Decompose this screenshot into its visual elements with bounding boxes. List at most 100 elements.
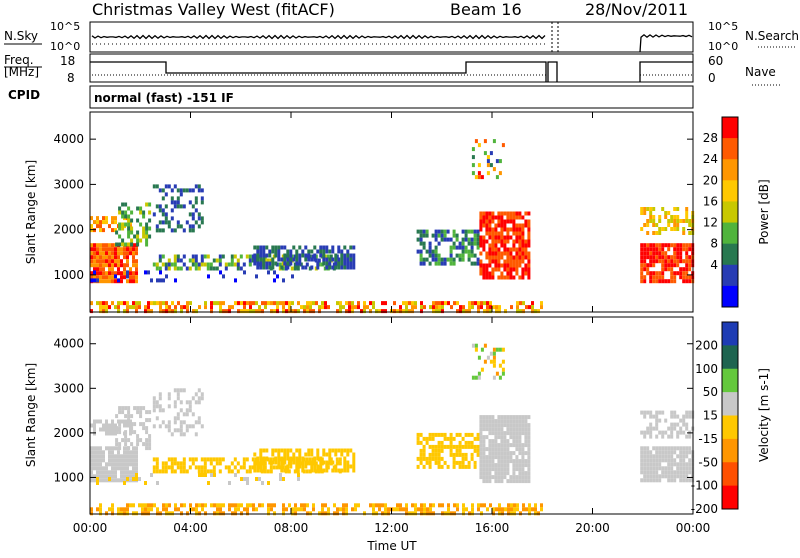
power-cell xyxy=(343,253,347,258)
velocity-cell xyxy=(434,432,438,437)
power-cell xyxy=(236,262,240,267)
power-cell xyxy=(276,301,279,306)
velocity-cell xyxy=(173,420,177,425)
velocity-cell xyxy=(136,434,140,439)
power-cell xyxy=(173,204,177,209)
power-cell xyxy=(431,253,435,258)
power-cell xyxy=(483,309,486,314)
velocity-cell xyxy=(503,475,507,480)
velocity-cell xyxy=(304,464,308,469)
velocity-cell xyxy=(485,419,489,424)
power-cell xyxy=(449,249,453,254)
power-cell xyxy=(322,257,326,262)
power-cell xyxy=(399,309,402,314)
power-ylabel: Slant Range [km] xyxy=(24,160,38,264)
velocity-cell xyxy=(673,410,677,415)
power-cell xyxy=(643,279,647,284)
power-cell xyxy=(352,245,356,250)
velocity-cell xyxy=(440,448,444,453)
power-cell xyxy=(464,233,468,238)
power-cell xyxy=(194,266,198,271)
velocity-cell xyxy=(115,430,119,435)
power-cell xyxy=(90,247,93,252)
velocity-cell xyxy=(425,456,429,461)
power-cell xyxy=(492,139,496,144)
velocity-cell xyxy=(479,455,483,460)
power-cell xyxy=(127,234,131,239)
power-cell xyxy=(298,245,302,250)
power-cell xyxy=(509,219,513,224)
velocity-cell xyxy=(679,470,683,475)
velocity-cell xyxy=(133,422,137,427)
power-cell xyxy=(310,249,314,254)
power-cell xyxy=(90,278,93,283)
velocity-cell xyxy=(479,447,483,452)
power-cell xyxy=(343,265,347,270)
velocity-cell xyxy=(458,432,462,437)
power-cell xyxy=(105,243,108,248)
velocity-cell xyxy=(194,432,198,437)
power-cell xyxy=(646,231,650,235)
power-cell xyxy=(304,253,308,258)
power-cell xyxy=(521,267,525,272)
velocity-cell xyxy=(286,452,290,457)
velocity-cell xyxy=(685,454,689,459)
power-cell xyxy=(658,231,662,235)
velocity-cell xyxy=(456,507,459,512)
velocity-cell xyxy=(102,450,105,455)
power-cell xyxy=(679,247,683,252)
velocity-cell xyxy=(123,507,126,512)
power-cell xyxy=(500,251,504,256)
power-cell xyxy=(115,242,119,247)
power-cell xyxy=(419,229,423,234)
velocity-cell xyxy=(111,458,114,463)
velocity-cell xyxy=(527,475,531,480)
velocity-cell xyxy=(312,507,315,512)
power-cell xyxy=(485,223,489,228)
power-cell xyxy=(500,223,504,228)
power-cell xyxy=(673,243,677,248)
power-cell xyxy=(456,309,459,314)
power-cell xyxy=(264,301,267,306)
power-cell xyxy=(99,224,102,229)
velocity-cell xyxy=(310,448,314,453)
velocity-cell xyxy=(174,503,177,508)
velocity-cell xyxy=(453,503,456,508)
velocity-cell xyxy=(453,511,456,516)
power-cell xyxy=(191,262,195,267)
power-cell xyxy=(212,266,216,271)
velocity-cell xyxy=(497,471,501,476)
velocity-cell xyxy=(123,462,126,467)
power-cell xyxy=(476,261,480,266)
power-cell xyxy=(105,301,108,306)
velocity-cell xyxy=(248,469,252,474)
power-cell xyxy=(486,155,490,160)
power-cell xyxy=(145,234,149,239)
velocity-cell xyxy=(273,511,276,516)
velocity-cell xyxy=(170,465,174,470)
power-cell xyxy=(176,188,180,193)
power-cell xyxy=(126,301,129,306)
power-cell xyxy=(527,275,531,280)
velocity-cell xyxy=(124,442,128,447)
power-cell xyxy=(108,255,111,260)
power-cell xyxy=(673,247,677,252)
power-cell xyxy=(464,245,468,250)
velocity-cell xyxy=(132,503,135,508)
power-cell xyxy=(497,275,501,280)
power-cell xyxy=(506,263,510,268)
velocity-cell xyxy=(126,503,129,508)
power-cell xyxy=(479,263,483,268)
velocity-cell xyxy=(165,503,168,508)
power-cell xyxy=(458,257,462,262)
power-cell xyxy=(239,254,243,259)
power-cell xyxy=(422,241,426,246)
velocity-cell xyxy=(155,465,159,470)
velocity-cell xyxy=(658,418,662,423)
power-cell xyxy=(286,261,290,266)
velocity-cell xyxy=(115,426,119,431)
power-cell xyxy=(688,259,692,264)
power-cell xyxy=(419,237,423,242)
velocity-cell xyxy=(148,446,152,451)
velocity-cell xyxy=(521,447,525,452)
